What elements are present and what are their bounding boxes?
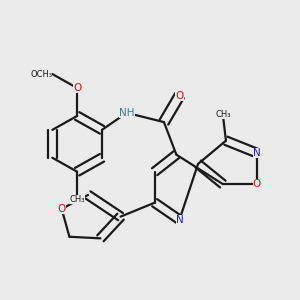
Text: O: O: [253, 179, 261, 189]
Text: N: N: [253, 148, 261, 158]
Text: O: O: [175, 91, 184, 101]
Text: NH: NH: [119, 108, 134, 118]
Text: N: N: [176, 215, 183, 225]
Text: CH₃: CH₃: [215, 110, 231, 119]
Text: O: O: [58, 204, 66, 214]
Text: O: O: [73, 83, 81, 93]
Text: OCH₃: OCH₃: [30, 70, 52, 79]
Text: CH₃: CH₃: [69, 195, 85, 204]
